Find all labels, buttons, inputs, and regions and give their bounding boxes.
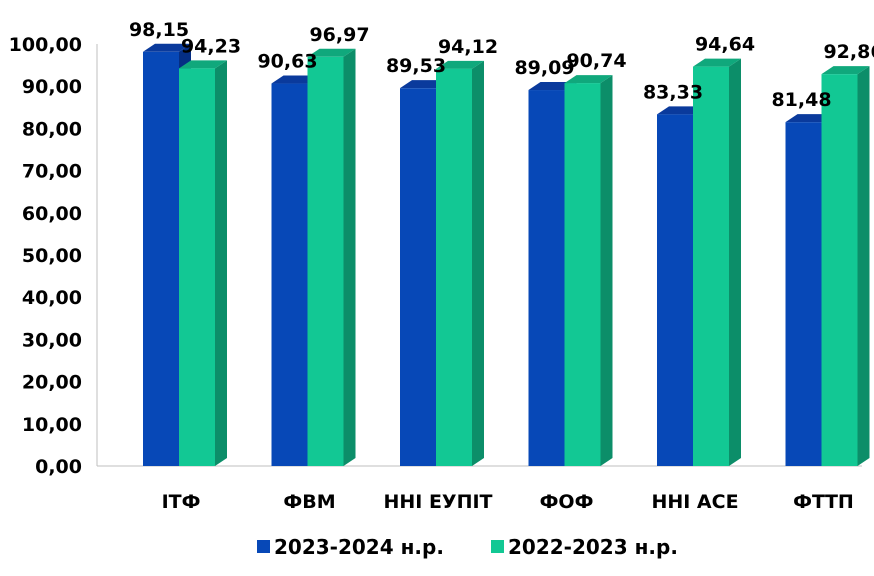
data-label: 89,09 (514, 57, 574, 79)
bar (564, 75, 613, 466)
bar (179, 60, 227, 467)
x-tick-label: ННІ ЕУПІТ (383, 491, 492, 513)
y-tick-label: 0,00 (35, 456, 82, 478)
data-label: 94,12 (438, 36, 498, 58)
x-tick-label: ФОФ (540, 491, 594, 513)
y-tick-label: 80,00 (22, 118, 82, 140)
data-label: 96,97 (309, 24, 369, 46)
x-tick-label: ННІ АСЕ (651, 491, 738, 513)
legend-label: 2022-2023 н.р. (508, 535, 678, 559)
legend-label: 2023-2024 н.р. (274, 535, 444, 559)
axes: 0,00 10,00 20,00 30,00 40,00 50,00 60,00 70,00 8… (9, 34, 862, 513)
y-tick-label: 60,00 (22, 203, 82, 225)
y-tick-label: 70,00 (22, 161, 82, 183)
x-tick-label: ФВМ (283, 491, 335, 513)
data-label: 98,15 (129, 19, 189, 41)
y-tick-label: 10,00 (22, 414, 82, 436)
legend-swatch (257, 540, 270, 553)
y-tick-label: 40,00 (22, 287, 82, 309)
bar (821, 66, 870, 466)
y-tick-label: 50,00 (22, 245, 82, 267)
data-label: 90,74 (566, 50, 626, 72)
x-tick-label: ІТФ (162, 491, 201, 513)
bar (436, 60, 484, 466)
x-tick-label: ФТТП (793, 491, 854, 513)
data-label: 89,53 (386, 55, 446, 77)
y-tick-label: 100,00 (9, 34, 82, 56)
y-tick-label: 20,00 (22, 372, 82, 394)
legend: 2023-2024 н.р. 2022-2023 н.р. (257, 535, 678, 559)
bars (143, 43, 870, 467)
data-label: 81,48 (771, 89, 831, 111)
y-tick-label: 30,00 (22, 329, 82, 351)
y-tick-label: 90,00 (22, 76, 82, 98)
data-label: 83,33 (643, 81, 703, 103)
data-label: 90,63 (257, 51, 317, 73)
legend-swatch (491, 540, 504, 553)
bar (693, 58, 741, 466)
data-label: 94,64 (695, 34, 755, 56)
bar (307, 48, 356, 467)
data-label: 94,23 (181, 35, 241, 57)
data-label: 92,86 (823, 41, 874, 63)
